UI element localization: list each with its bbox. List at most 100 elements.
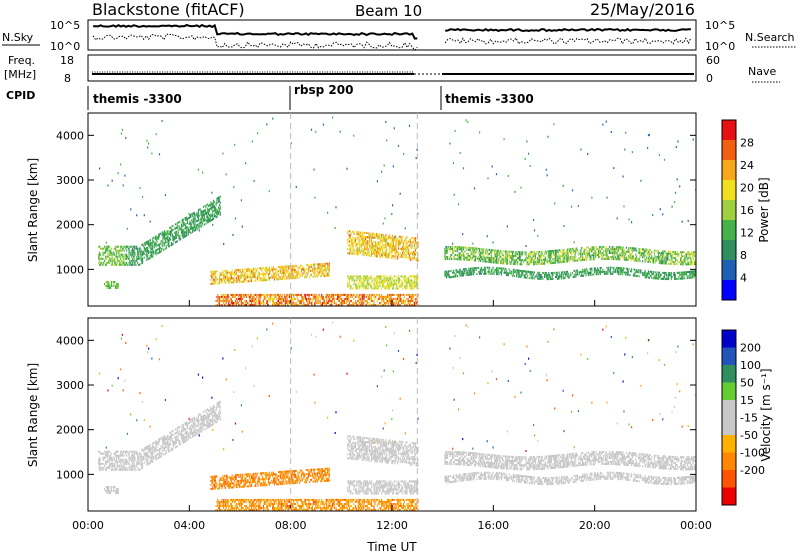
power-cell bbox=[468, 252, 470, 255]
power-cell bbox=[183, 230, 185, 233]
power-cell bbox=[371, 236, 373, 239]
power-cell bbox=[279, 272, 281, 275]
power-cell bbox=[328, 270, 330, 273]
power-cell bbox=[284, 304, 286, 307]
power-cell bbox=[351, 240, 353, 243]
power-cell bbox=[365, 287, 367, 290]
power-cell bbox=[661, 260, 663, 263]
power-cell bbox=[208, 210, 210, 213]
power-cell bbox=[291, 265, 293, 268]
power-cell bbox=[467, 269, 469, 272]
power-cell bbox=[484, 258, 487, 261]
power-cell bbox=[561, 271, 563, 274]
power-cell bbox=[452, 275, 454, 278]
power-cell bbox=[391, 248, 393, 251]
power-cell bbox=[452, 269, 454, 272]
power-cell bbox=[366, 293, 368, 296]
power-cell bbox=[249, 295, 251, 298]
power-cell bbox=[272, 276, 274, 279]
power-cell bbox=[644, 260, 646, 263]
power-cell bbox=[260, 302, 262, 305]
power-cell bbox=[115, 263, 118, 266]
power-cell bbox=[280, 295, 282, 298]
power-cell bbox=[170, 244, 172, 247]
power-cell bbox=[291, 277, 293, 280]
power-cell bbox=[515, 255, 517, 258]
power-cell bbox=[308, 293, 310, 296]
power-cell bbox=[392, 287, 394, 290]
power-cell bbox=[397, 304, 399, 307]
power-cell bbox=[321, 293, 323, 296]
power-cell bbox=[181, 225, 183, 228]
power-cell bbox=[262, 273, 264, 276]
power-cell bbox=[609, 250, 611, 253]
power-cell bbox=[670, 276, 672, 279]
power-cell bbox=[665, 254, 667, 257]
power-cell bbox=[325, 274, 327, 277]
power-cell bbox=[185, 225, 187, 228]
power-cell bbox=[636, 269, 638, 272]
power-cell bbox=[359, 231, 361, 234]
power-cell bbox=[620, 248, 622, 251]
power-cell bbox=[397, 281, 400, 284]
power-cell bbox=[273, 268, 275, 271]
power-cell bbox=[195, 218, 197, 221]
power-cell bbox=[174, 237, 176, 240]
power-cell bbox=[272, 268, 275, 271]
power-cell bbox=[605, 272, 607, 275]
power-cell bbox=[673, 263, 675, 266]
power-cell bbox=[367, 302, 369, 305]
power-cell bbox=[275, 276, 277, 279]
power-cell bbox=[141, 256, 143, 259]
power-cell bbox=[343, 302, 345, 305]
power-cell bbox=[376, 233, 378, 236]
power-cell bbox=[396, 302, 398, 305]
power-cell bbox=[169, 238, 172, 241]
power-cell bbox=[576, 259, 579, 262]
power-cell bbox=[159, 242, 161, 245]
power-cell bbox=[629, 255, 631, 258]
power-cell bbox=[571, 205, 573, 208]
power-cell bbox=[398, 239, 400, 242]
power-cell bbox=[374, 283, 376, 286]
power-cell bbox=[372, 244, 374, 247]
power-cell bbox=[525, 257, 527, 260]
power-cell bbox=[563, 250, 565, 253]
power-cell bbox=[175, 231, 177, 234]
power-cell bbox=[218, 282, 221, 285]
power-cell bbox=[182, 228, 184, 231]
power-cell bbox=[495, 255, 498, 258]
power-cell bbox=[275, 295, 277, 298]
power-cell bbox=[224, 278, 226, 281]
power-cell bbox=[216, 197, 218, 200]
power-cell bbox=[130, 251, 132, 254]
power-cell bbox=[392, 244, 394, 247]
power-cell bbox=[397, 283, 399, 286]
power-cell bbox=[558, 253, 560, 256]
power-cell bbox=[586, 246, 588, 249]
power-cell bbox=[550, 252, 552, 255]
power-cell bbox=[669, 274, 671, 277]
power-cell bbox=[109, 261, 111, 264]
power-cell bbox=[531, 259, 533, 262]
power-cell bbox=[576, 273, 578, 276]
power-cell bbox=[639, 260, 641, 263]
power-cell bbox=[610, 131, 612, 134]
power-cell bbox=[175, 236, 177, 239]
power-cell bbox=[452, 250, 454, 253]
power-cell bbox=[226, 273, 228, 276]
power-cell bbox=[524, 157, 526, 160]
power-cell bbox=[465, 246, 467, 249]
power-cell bbox=[158, 237, 160, 240]
power-cell bbox=[250, 300, 252, 303]
power-cell bbox=[204, 205, 206, 208]
power-cell bbox=[461, 250, 463, 253]
power-cell bbox=[488, 268, 490, 271]
power-cell bbox=[361, 243, 363, 246]
power-cell bbox=[228, 279, 230, 282]
power-cell bbox=[541, 250, 543, 253]
power-cell bbox=[288, 300, 290, 303]
power-cell bbox=[207, 209, 210, 212]
power-cell bbox=[455, 258, 457, 261]
power-cell bbox=[627, 273, 629, 276]
